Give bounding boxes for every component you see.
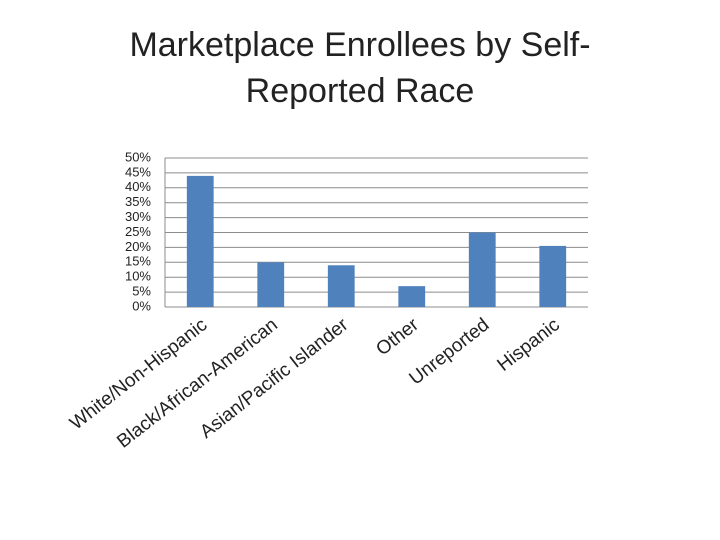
x-tick-label: Other bbox=[372, 314, 423, 360]
y-tick-label: 35% bbox=[125, 194, 151, 209]
chart-title: Marketplace Enrollees by Self-Reported R… bbox=[129, 26, 591, 110]
bar bbox=[327, 265, 355, 307]
y-tick-label: 20% bbox=[125, 239, 151, 254]
y-tick-label: 0% bbox=[132, 298, 151, 313]
y-tick-label: 30% bbox=[125, 209, 151, 224]
y-tick-label: 10% bbox=[125, 269, 151, 284]
y-tick-label: 45% bbox=[125, 164, 151, 179]
bar bbox=[539, 245, 567, 307]
bar bbox=[186, 175, 214, 307]
bar bbox=[468, 232, 496, 307]
y-tick-label: 25% bbox=[125, 224, 151, 239]
bar bbox=[257, 262, 285, 307]
bar bbox=[398, 286, 426, 307]
y-tick-label: 40% bbox=[125, 179, 151, 194]
y-tick-label: 15% bbox=[125, 254, 151, 269]
x-tick-label: Hispanic bbox=[493, 314, 563, 375]
y-tick-label: 5% bbox=[132, 284, 151, 299]
y-tick-label: 50% bbox=[125, 149, 151, 164]
